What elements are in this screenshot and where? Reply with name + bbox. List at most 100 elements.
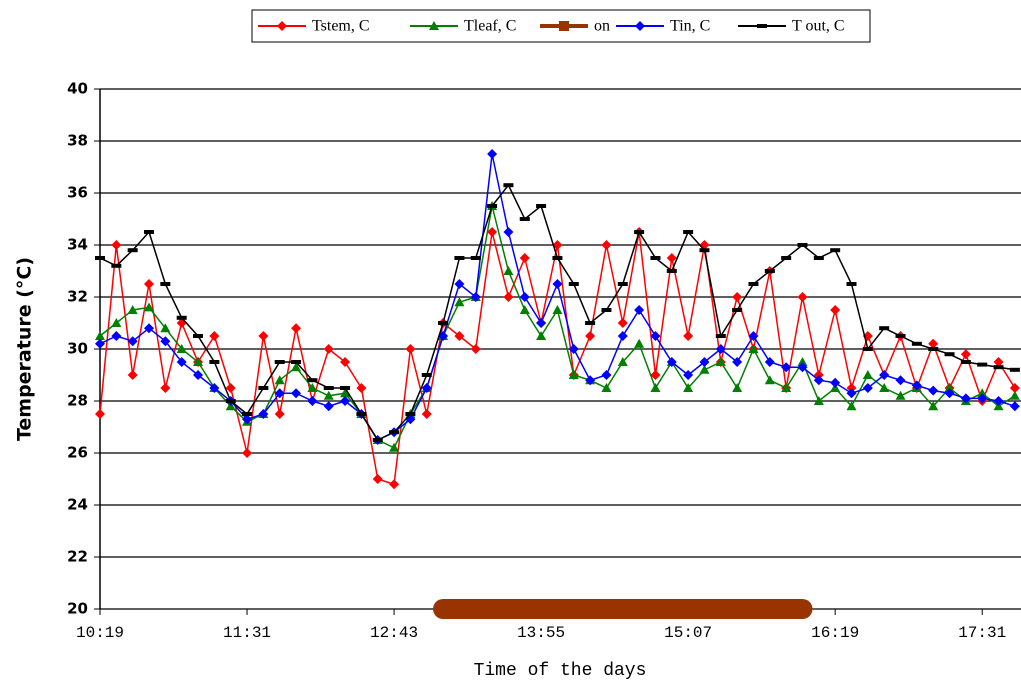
point: [764, 375, 775, 385]
point: [977, 393, 988, 404]
point: [277, 21, 287, 31]
point: [862, 383, 873, 393]
y-tick-label: 36: [67, 184, 88, 202]
point: [552, 279, 563, 289]
point: [291, 362, 302, 372]
point: [862, 370, 873, 379]
point: [552, 305, 563, 314]
point: [323, 386, 334, 390]
point: [258, 386, 269, 390]
point: [585, 375, 596, 386]
point: [993, 357, 1004, 367]
point: [797, 243, 808, 247]
point: [895, 390, 906, 400]
point: [895, 334, 906, 338]
point: [389, 479, 400, 490]
point: [1009, 367, 1020, 372]
point: [683, 230, 694, 234]
point: [813, 396, 824, 405]
point: [470, 256, 481, 260]
point: [813, 375, 824, 386]
legend-label: T out, C: [792, 18, 845, 35]
point: [209, 331, 220, 341]
point: [928, 385, 939, 396]
x-tick-label: 12:43: [370, 624, 418, 642]
point: [552, 240, 563, 250]
point: [830, 305, 841, 315]
x-tick-label: 10:19: [76, 624, 124, 642]
point: [1009, 390, 1020, 400]
point: [242, 448, 253, 458]
point: [552, 256, 563, 260]
point: [1009, 383, 1020, 393]
legend-label: Tleaf, C: [464, 18, 516, 35]
point: [503, 183, 514, 188]
point: [258, 331, 269, 341]
point: [830, 377, 841, 388]
point: [519, 253, 530, 263]
point: [536, 318, 547, 328]
point: [193, 334, 204, 338]
point: [601, 383, 612, 392]
point: [928, 347, 939, 351]
legend-label: Tstem, C: [312, 18, 370, 35]
point: [193, 370, 204, 380]
point: [846, 282, 857, 286]
point: [323, 401, 334, 412]
point: [732, 383, 743, 392]
point: [340, 357, 351, 367]
point: [928, 401, 939, 411]
point: [405, 344, 416, 354]
point: [127, 370, 138, 380]
point: [813, 256, 824, 260]
point: [635, 21, 645, 31]
point: [650, 331, 661, 341]
point: [405, 412, 416, 416]
point: [111, 263, 122, 268]
point: [846, 383, 857, 393]
point: [895, 375, 906, 386]
point: [568, 344, 579, 354]
point: [797, 362, 808, 373]
y-tick-label: 34: [67, 236, 88, 254]
point: [323, 390, 334, 400]
point: [601, 308, 612, 312]
point: [438, 331, 449, 341]
point: [340, 396, 351, 406]
point: [487, 227, 498, 237]
point: [797, 292, 808, 302]
point: [879, 383, 890, 392]
point: [519, 292, 530, 302]
point: [274, 375, 285, 385]
point: [650, 370, 661, 380]
point: [960, 360, 971, 364]
point: [748, 282, 759, 286]
point: [144, 230, 155, 234]
point: [225, 383, 236, 393]
point: [536, 331, 547, 340]
point: [111, 331, 122, 341]
point: [209, 383, 220, 393]
point: [160, 323, 171, 333]
point: [454, 297, 465, 307]
point: [757, 24, 767, 28]
point: [421, 409, 432, 419]
point: [585, 331, 596, 341]
point: [993, 365, 1004, 370]
point: [617, 357, 628, 366]
point: [429, 21, 439, 30]
point: [601, 240, 612, 250]
point: [699, 364, 710, 374]
point: [389, 430, 400, 435]
point: [879, 370, 890, 380]
point: [748, 344, 759, 353]
point: [617, 318, 628, 328]
point: [977, 362, 988, 367]
point: [503, 292, 514, 302]
point: [372, 474, 383, 484]
point: [715, 344, 726, 354]
legend-label: on: [594, 18, 610, 35]
x-tick-label: 17:31: [958, 624, 1006, 642]
point: [503, 266, 514, 275]
